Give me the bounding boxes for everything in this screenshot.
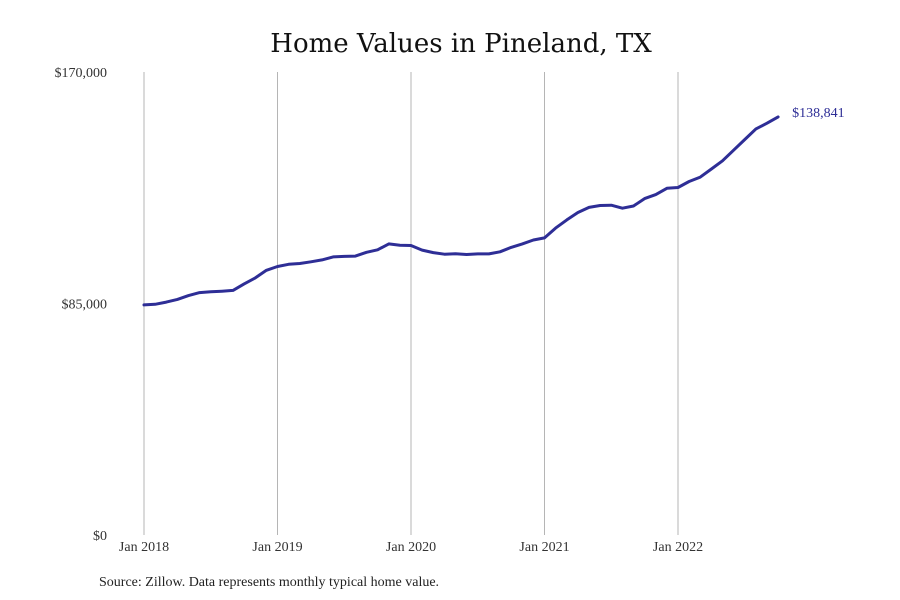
source-note: Source: Zillow. Data represents monthly … (99, 575, 439, 590)
x-tick-label: Jan 2022 (653, 540, 703, 555)
y-tick-label: $170,000 (55, 66, 108, 81)
series-end-label: $138,841 (792, 106, 845, 121)
x-tick-label: Jan 2018 (119, 540, 169, 555)
x-tick-label: Jan 2020 (386, 540, 436, 555)
chart-title: Home Values in Pineland, TX (270, 29, 652, 59)
grid-lines (143, 72, 679, 535)
x-tick-label: Jan 2019 (252, 540, 302, 555)
y-tick-label: $85,000 (62, 298, 108, 313)
y-tick-label: $0 (93, 529, 107, 544)
y-axis: $0 $85,000 $170,000 (55, 66, 108, 544)
x-axis: Jan 2018 Jan 2019 Jan 2020 Jan 2021 Jan 2022 (119, 540, 703, 555)
series-line (142, 115, 780, 307)
series-layer: $138,841 (142, 106, 845, 307)
x-tick-label: Jan 2021 (519, 540, 569, 555)
